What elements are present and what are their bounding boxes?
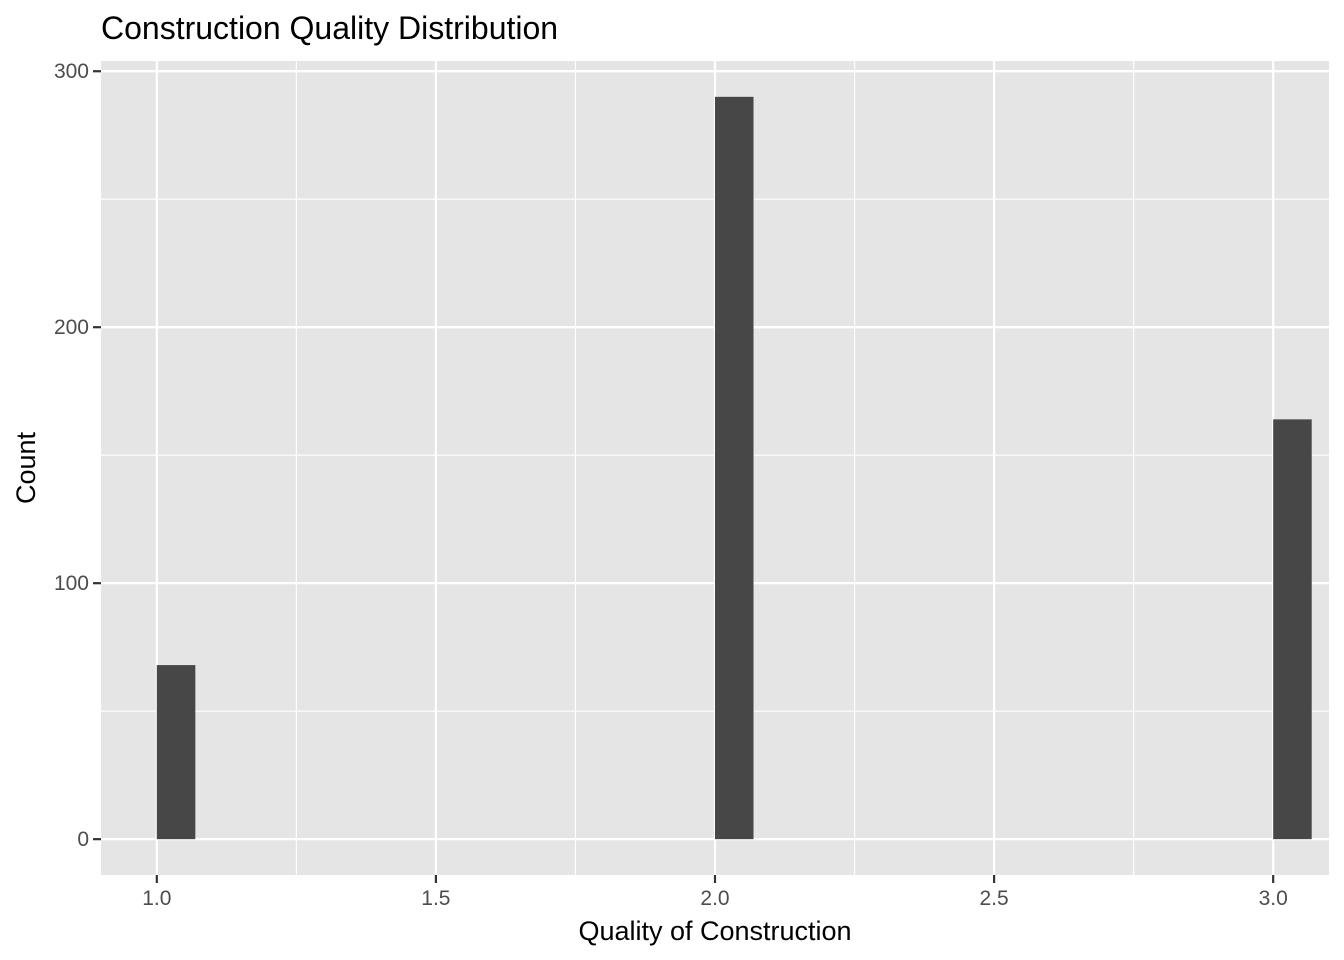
x-tick-label: 1.0: [142, 887, 171, 910]
y-tick-label: 100: [54, 572, 89, 595]
y-axis: 0 100 200 300: [54, 60, 101, 851]
x-tick-label: 1.5: [421, 887, 450, 910]
bar: [1273, 419, 1312, 840]
chart-title: Construction Quality Distribution: [101, 10, 558, 46]
y-tick-label: 200: [54, 316, 89, 339]
x-axis: 1.0 1.5 2.0 2.5 3.0: [142, 875, 1288, 910]
y-tick-label: 0: [77, 828, 89, 851]
x-tick-label: 2.5: [979, 887, 1008, 910]
y-axis-title: Count: [11, 431, 41, 504]
x-axis-title: Quality of Construction: [578, 916, 851, 946]
bar: [156, 665, 196, 840]
bars: [156, 96, 1312, 840]
x-tick-label: 2.0: [700, 887, 729, 910]
x-tick-label: 3.0: [1259, 887, 1288, 910]
y-tick-label: 300: [54, 60, 89, 83]
bar: [715, 96, 754, 840]
